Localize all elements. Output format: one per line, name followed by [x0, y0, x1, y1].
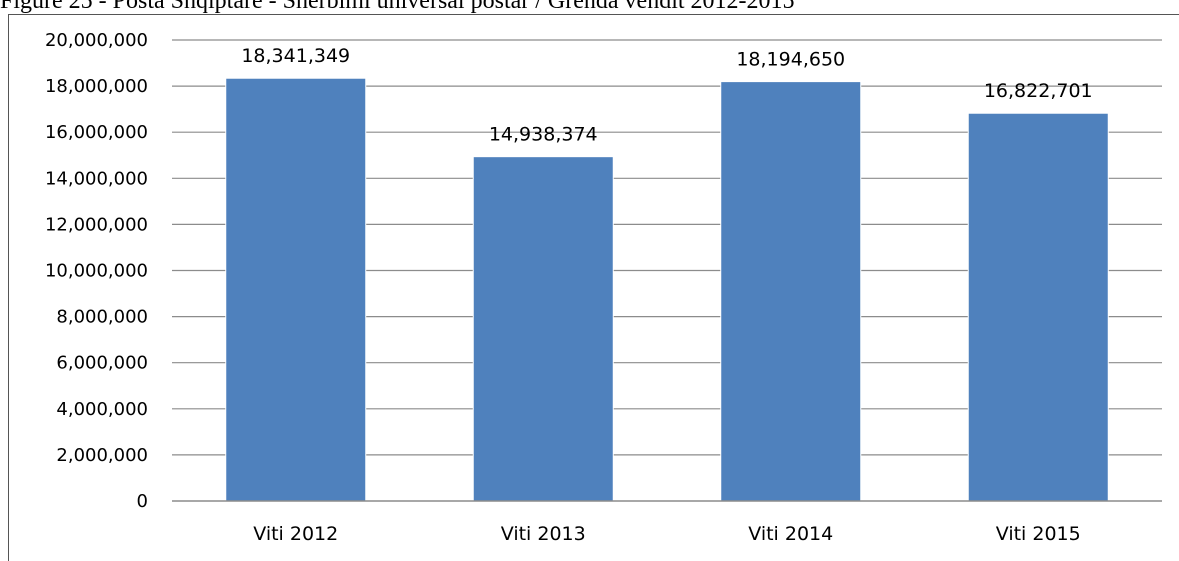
y-tick-label: 14,000,000 [45, 168, 148, 189]
x-axis-tick-labels: Viti 2012 Viti 2013 Viti 2014 Viti 2015 [253, 523, 1080, 545]
data-labels: 18,341,349 14,938,374 18,194,650 16,822,701 [241, 45, 1092, 145]
y-tick-label: 18,000,000 [45, 76, 148, 97]
data-label: 14,938,374 [489, 124, 598, 146]
y-tick-label: 8,000,000 [56, 307, 148, 328]
y-axis-tick-labels: 0 2,000,000 4,000,000 6,000,000 8,000,000 10,… [45, 30, 148, 512]
y-tick-label: 2,000,000 [56, 445, 148, 466]
bar [967, 112, 1109, 502]
y-tick-label: 6,000,000 [56, 353, 148, 374]
figure-title: Figure 25 - Posta Shqiptare - Sherbimi u… [0, 0, 795, 14]
data-label: 18,341,349 [241, 45, 350, 67]
x-tick-label: Viti 2014 [748, 523, 833, 545]
x-tick-label: Viti 2015 [996, 523, 1081, 545]
y-tick-label: 20,000,000 [45, 30, 148, 51]
data-label: 18,194,650 [736, 49, 845, 71]
chart-frame [8, 14, 1179, 561]
y-tick-label: 10,000,000 [45, 261, 148, 282]
y-tick-label: 16,000,000 [45, 122, 148, 143]
bars [225, 77, 1109, 502]
bar [720, 81, 862, 502]
data-label: 16,822,701 [984, 80, 1093, 102]
x-tick-label: Viti 2013 [501, 523, 586, 545]
x-tick-label: Viti 2012 [253, 523, 338, 545]
y-tick-label: 0 [137, 491, 148, 512]
bar [225, 77, 367, 502]
y-tick-label: 12,000,000 [45, 214, 148, 235]
bar [472, 156, 614, 502]
y-tick-label: 4,000,000 [56, 399, 148, 420]
